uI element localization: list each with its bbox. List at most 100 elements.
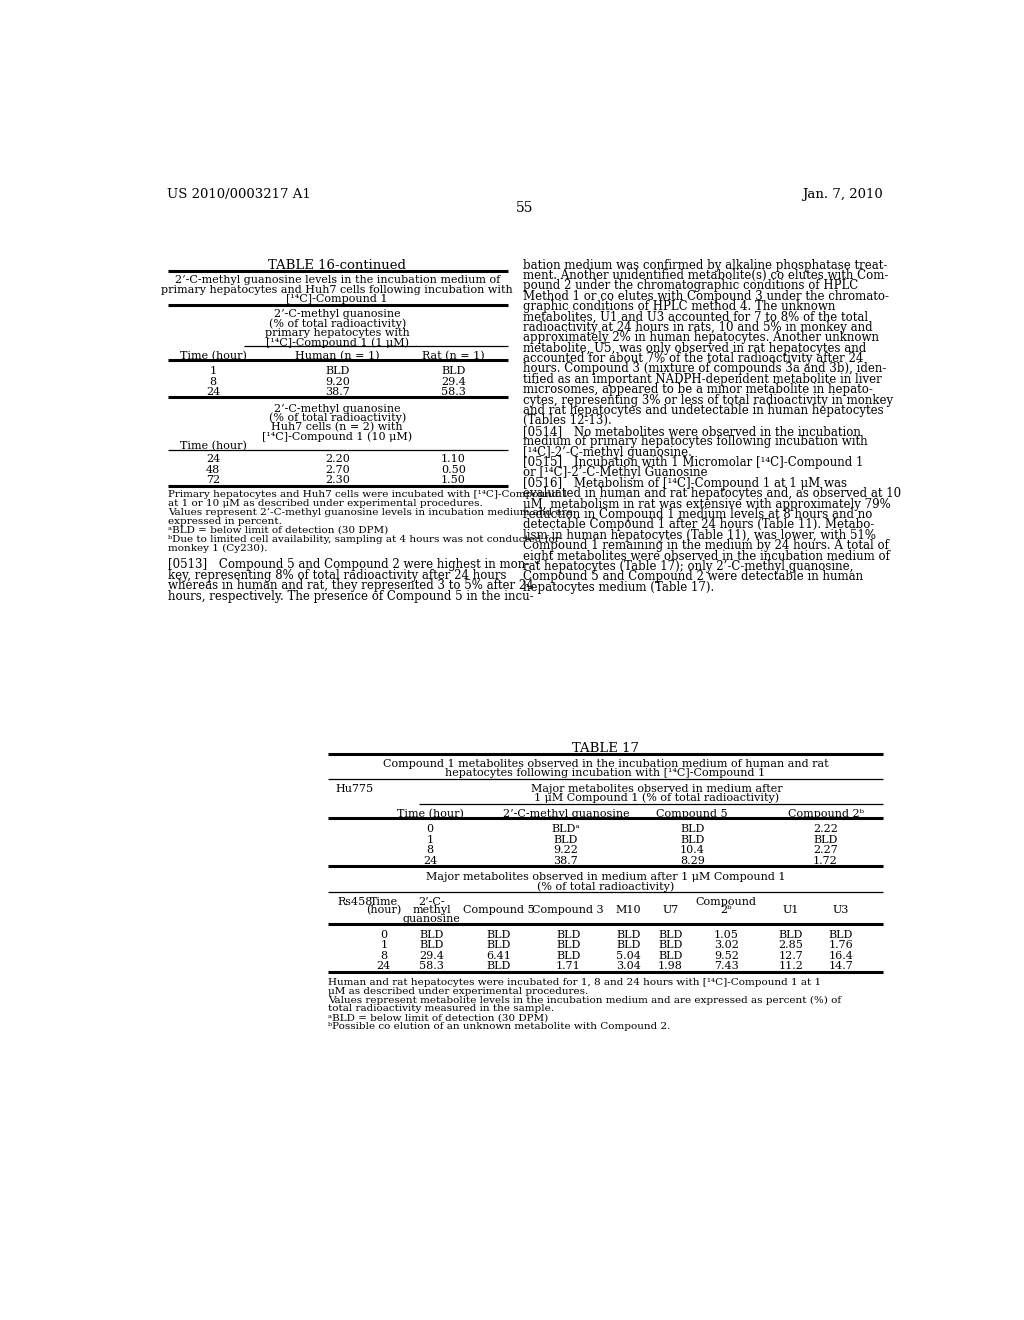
Text: BLD: BLD bbox=[616, 929, 641, 940]
Text: BLD: BLD bbox=[556, 929, 581, 940]
Text: rat hepatocytes (Table 17); only 2’-C-methyl guanosine,: rat hepatocytes (Table 17); only 2’-C-me… bbox=[523, 560, 854, 573]
Text: BLD: BLD bbox=[813, 834, 838, 845]
Text: key, representing 8% of total radioactivity after 24 hours: key, representing 8% of total radioactiv… bbox=[168, 569, 507, 582]
Text: BLD: BLD bbox=[486, 940, 511, 950]
Text: 9.52: 9.52 bbox=[714, 950, 738, 961]
Text: [¹⁴C]-2’-C-methyl guanosine.: [¹⁴C]-2’-C-methyl guanosine. bbox=[523, 446, 692, 458]
Text: 24: 24 bbox=[206, 454, 220, 465]
Text: Primary hepatocytes and Huh7 cells were incubated with [¹⁴C]-Compound 1: Primary hepatocytes and Huh7 cells were … bbox=[168, 490, 568, 499]
Text: pound 2 under the chromatographic conditions of HPLC: pound 2 under the chromatographic condit… bbox=[523, 280, 858, 292]
Text: 9.20: 9.20 bbox=[325, 376, 349, 387]
Text: 2.27: 2.27 bbox=[813, 845, 838, 855]
Text: BLD: BLD bbox=[441, 367, 466, 376]
Text: Time (hour): Time (hour) bbox=[180, 351, 247, 362]
Text: Major metabolites observed in medium after 1 μM Compound 1: Major metabolites observed in medium aft… bbox=[426, 873, 785, 882]
Text: 11.2: 11.2 bbox=[778, 961, 803, 972]
Text: [¹⁴C]-Compound 1 (1 μM): [¹⁴C]-Compound 1 (1 μM) bbox=[266, 337, 409, 347]
Text: 1.10: 1.10 bbox=[441, 454, 466, 465]
Text: cytes, representing 3% or less of total radioactivity in monkey: cytes, representing 3% or less of total … bbox=[523, 393, 893, 407]
Text: 48: 48 bbox=[206, 465, 220, 475]
Text: US 2010/0003217 A1: US 2010/0003217 A1 bbox=[167, 187, 310, 201]
Text: medium of primary hepatocytes following incubation with: medium of primary hepatocytes following … bbox=[523, 436, 868, 449]
Text: 72: 72 bbox=[206, 475, 220, 486]
Text: 24: 24 bbox=[377, 961, 391, 972]
Text: 2.30: 2.30 bbox=[325, 475, 349, 486]
Text: 38.7: 38.7 bbox=[554, 855, 579, 866]
Text: 2’-C-: 2’-C- bbox=[419, 896, 445, 907]
Text: (% of total radioactivity): (% of total radioactivity) bbox=[268, 413, 406, 424]
Text: Compound 5 and Compound 2 were detectable in human: Compound 5 and Compound 2 were detectabl… bbox=[523, 570, 863, 583]
Text: BLD: BLD bbox=[680, 825, 705, 834]
Text: 2.85: 2.85 bbox=[778, 940, 803, 950]
Text: BLDᵃ: BLDᵃ bbox=[552, 825, 581, 834]
Text: Jan. 7, 2010: Jan. 7, 2010 bbox=[802, 187, 883, 201]
Text: μM, metabolism in rat was extensive with approximately 79%: μM, metabolism in rat was extensive with… bbox=[523, 498, 891, 511]
Text: 1.71: 1.71 bbox=[556, 961, 581, 972]
Text: monkey 1 (Cy230).: monkey 1 (Cy230). bbox=[168, 544, 267, 553]
Text: 1: 1 bbox=[427, 834, 434, 845]
Text: [¹⁴C]-Compound 1: [¹⁴C]-Compound 1 bbox=[287, 294, 388, 304]
Text: 1 μM Compound 1 (% of total radioactivity): 1 μM Compound 1 (% of total radioactivit… bbox=[534, 793, 779, 804]
Text: Method 1 or co elutes with Compound 3 under the chromato-: Method 1 or co elutes with Compound 3 un… bbox=[523, 289, 889, 302]
Text: 5.04: 5.04 bbox=[616, 950, 641, 961]
Text: 16.4: 16.4 bbox=[828, 950, 853, 961]
Text: 58.3: 58.3 bbox=[420, 961, 444, 972]
Text: total radioactivity measured in the sample.: total radioactivity measured in the samp… bbox=[328, 1005, 554, 1014]
Text: Time (hour): Time (hour) bbox=[180, 441, 247, 451]
Text: Compound 5: Compound 5 bbox=[656, 809, 728, 818]
Text: accounted for about 7% of the total radioactivity after 24: accounted for about 7% of the total radi… bbox=[523, 352, 863, 366]
Text: 2’-C-methyl guanosine: 2’-C-methyl guanosine bbox=[274, 404, 400, 413]
Text: 8: 8 bbox=[210, 376, 217, 387]
Text: BLD: BLD bbox=[778, 929, 803, 940]
Text: 3.04: 3.04 bbox=[616, 961, 641, 972]
Text: 1.05: 1.05 bbox=[714, 929, 738, 940]
Text: 8: 8 bbox=[380, 950, 387, 961]
Text: 2’-C-methyl guanosine: 2’-C-methyl guanosine bbox=[503, 809, 629, 818]
Text: 1.76: 1.76 bbox=[828, 940, 853, 950]
Text: 1: 1 bbox=[380, 940, 387, 950]
Text: [¹⁴C]-Compound 1 (10 μM): [¹⁴C]-Compound 1 (10 μM) bbox=[262, 432, 413, 442]
Text: BLD: BLD bbox=[556, 940, 581, 950]
Text: [0514] No metabolites were observed in the incubation: [0514] No metabolites were observed in t… bbox=[523, 425, 861, 438]
Text: TABLE 17: TABLE 17 bbox=[571, 742, 639, 755]
Text: [0515] Incubation with 1 Micromolar [¹⁴C]-Compound 1: [0515] Incubation with 1 Micromolar [¹⁴C… bbox=[523, 455, 863, 469]
Text: ᵃBLD = below limit of detection (30 DPM): ᵃBLD = below limit of detection (30 DPM) bbox=[168, 525, 388, 535]
Text: 12.7: 12.7 bbox=[778, 950, 803, 961]
Text: metabolite, U5, was only observed in rat hepatocytes and: metabolite, U5, was only observed in rat… bbox=[523, 342, 866, 355]
Text: whereas in human and rat, they represented 3 to 5% after 24: whereas in human and rat, they represent… bbox=[168, 579, 535, 593]
Text: 9.22: 9.22 bbox=[553, 845, 579, 855]
Text: 2ᵇ: 2ᵇ bbox=[721, 906, 732, 915]
Text: Compound 2ᵇ: Compound 2ᵇ bbox=[787, 809, 863, 818]
Text: evaluated in human and rat hepatocytes and, as observed at 10: evaluated in human and rat hepatocytes a… bbox=[523, 487, 901, 500]
Text: Values represent metabolite levels in the incubation medium and are expressed as: Values represent metabolite levels in th… bbox=[328, 995, 841, 1005]
Text: (% of total radioactivity): (% of total radioactivity) bbox=[268, 318, 406, 329]
Text: Huh7 cells (n = 2) with: Huh7 cells (n = 2) with bbox=[271, 422, 403, 433]
Text: 1.72: 1.72 bbox=[813, 855, 838, 866]
Text: Compound: Compound bbox=[695, 896, 757, 907]
Text: 8: 8 bbox=[427, 845, 434, 855]
Text: (hour): (hour) bbox=[367, 906, 401, 916]
Text: BLD: BLD bbox=[680, 834, 705, 845]
Text: graphic conditions of HPLC method 4. The unknown: graphic conditions of HPLC method 4. The… bbox=[523, 300, 836, 313]
Text: and rat hepatocytes and undetectable in human hepatocytes: and rat hepatocytes and undetectable in … bbox=[523, 404, 884, 417]
Text: ᵃBLD = below limit of detection (30 DPM): ᵃBLD = below limit of detection (30 DPM) bbox=[328, 1014, 548, 1022]
Text: 2.20: 2.20 bbox=[325, 454, 349, 465]
Text: 8.29: 8.29 bbox=[680, 855, 705, 866]
Text: U7: U7 bbox=[663, 906, 679, 915]
Text: methyl: methyl bbox=[413, 906, 452, 915]
Text: Compound 1 metabolites observed in the incubation medium of human and rat: Compound 1 metabolites observed in the i… bbox=[383, 759, 828, 770]
Text: Rs458: Rs458 bbox=[337, 896, 373, 907]
Text: Hu775: Hu775 bbox=[336, 784, 374, 793]
Text: metabolites, U1 and U3 accounted for 7 to 8% of the total: metabolites, U1 and U3 accounted for 7 t… bbox=[523, 310, 868, 323]
Text: 6.41: 6.41 bbox=[486, 950, 511, 961]
Text: at 1 or 10 μM as described under experimental procedures.: at 1 or 10 μM as described under experim… bbox=[168, 499, 483, 508]
Text: hours. Compound 3 (mixture of compounds 3a and 3b), iden-: hours. Compound 3 (mixture of compounds … bbox=[523, 363, 887, 375]
Text: (% of total radioactivity): (% of total radioactivity) bbox=[537, 882, 674, 892]
Text: Rat (n = 1): Rat (n = 1) bbox=[422, 351, 484, 362]
Text: (Tables 12-13).: (Tables 12-13). bbox=[523, 414, 612, 428]
Text: expressed in percent.: expressed in percent. bbox=[168, 517, 283, 525]
Text: μM as described under experimental procedures.: μM as described under experimental proce… bbox=[328, 986, 588, 995]
Text: Values represent 2’-C-methyl guanosine levels in incubation medium and are: Values represent 2’-C-methyl guanosine l… bbox=[168, 508, 573, 517]
Text: 2’-C-methyl guanosine levels in the incubation medium of: 2’-C-methyl guanosine levels in the incu… bbox=[175, 276, 500, 285]
Text: 3.02: 3.02 bbox=[714, 940, 738, 950]
